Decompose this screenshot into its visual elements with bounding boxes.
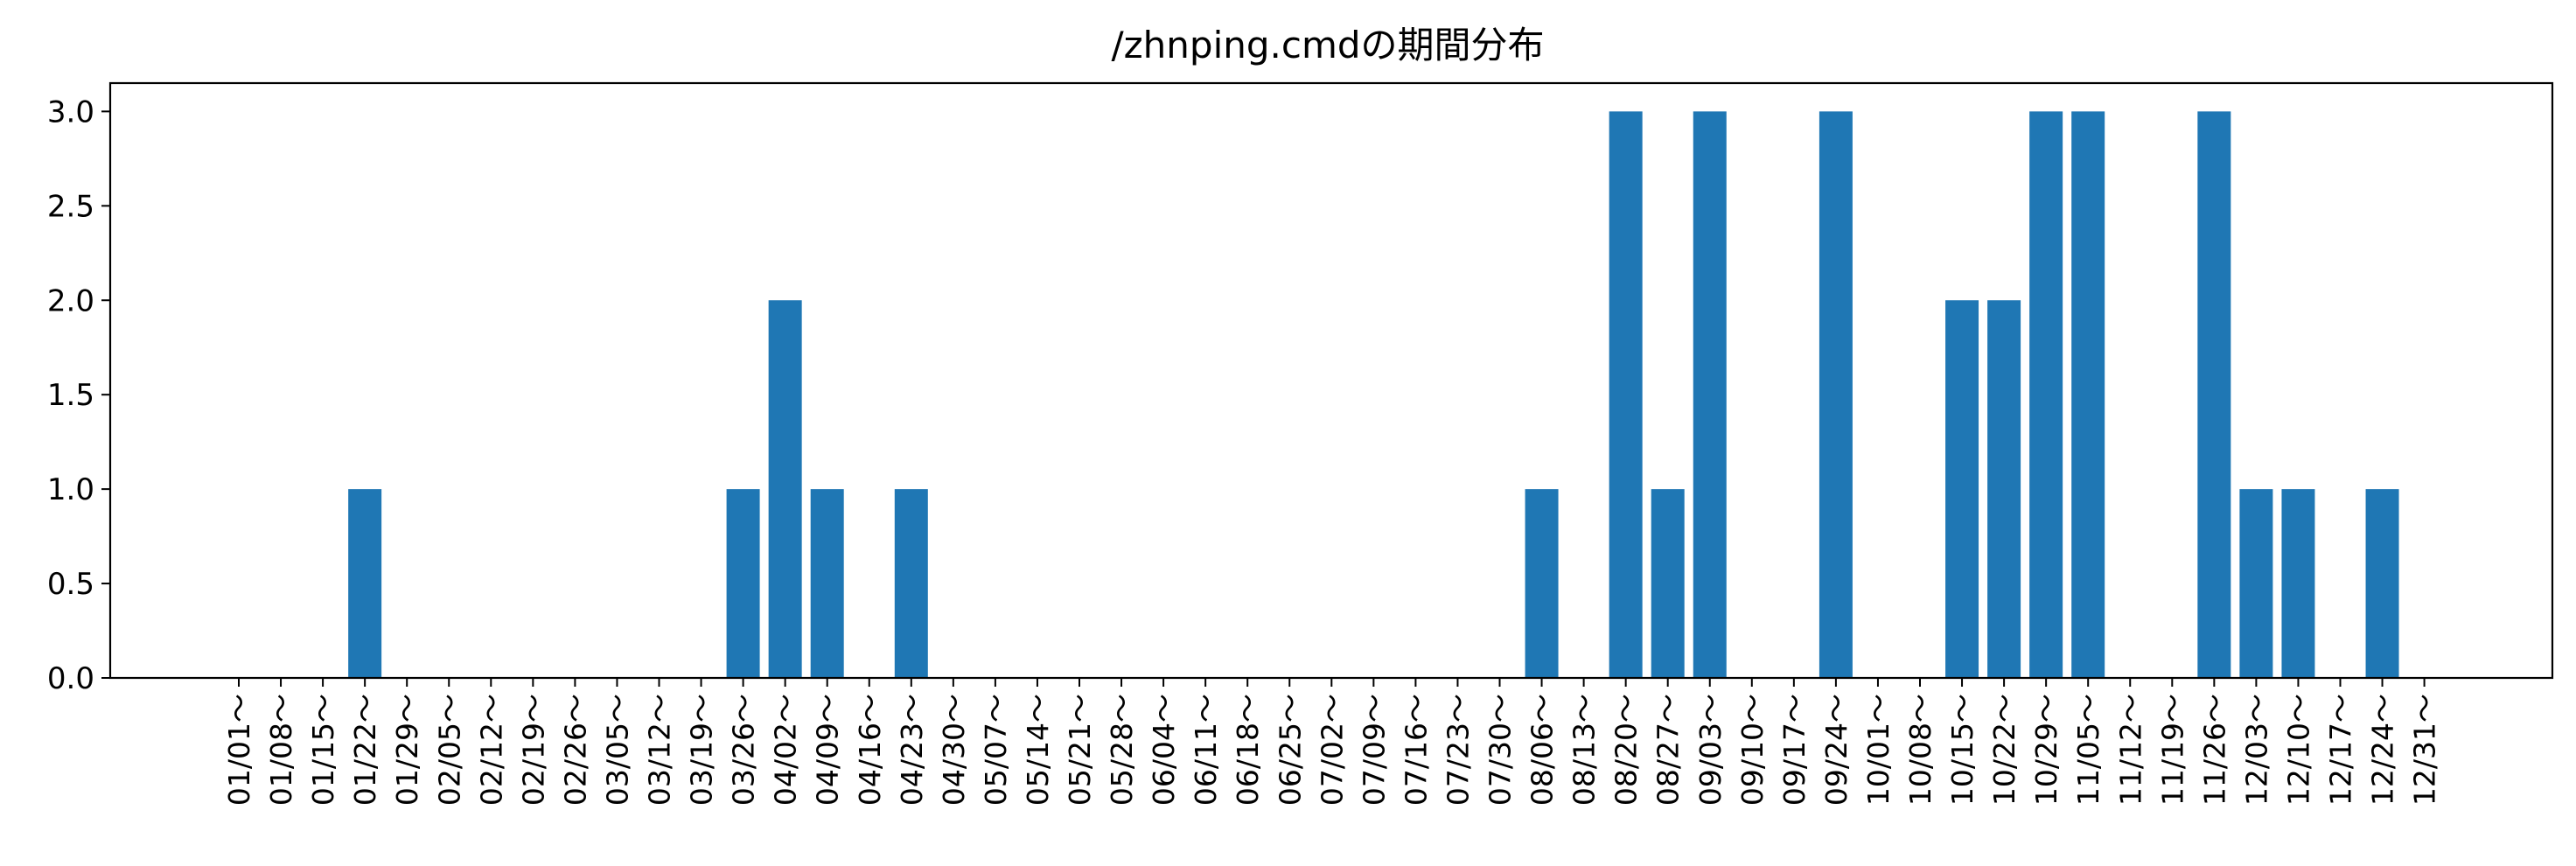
y-tick-label: 2.5 xyxy=(47,189,94,224)
x-tick-label: 08/13～ xyxy=(1567,694,1602,806)
x-tick-label: 04/02～ xyxy=(769,694,803,806)
x-tick-label: 05/21～ xyxy=(1063,694,1097,806)
bar-11/26～ xyxy=(2197,111,2231,678)
x-tick-label: 01/22～ xyxy=(348,694,382,806)
x-tick-label: 03/05～ xyxy=(600,694,634,806)
x-tick-label: 07/02～ xyxy=(1315,694,1349,806)
x-tick-label: 01/15～ xyxy=(306,694,340,806)
x-tick-label: 11/12～ xyxy=(2113,694,2147,806)
x-tick-label: 02/12～ xyxy=(474,694,508,806)
chart-title: /zhnping.cmdの期間分布 xyxy=(1111,24,1544,66)
x-tick-label: 12/10～ xyxy=(2281,694,2315,806)
x-tick-label: 01/29～ xyxy=(390,694,424,806)
bar-08/27～ xyxy=(1651,489,1685,678)
x-tick-label: 11/19～ xyxy=(2155,694,2189,806)
x-tick-label: 07/16～ xyxy=(1399,694,1433,806)
x-tick-label: 08/27～ xyxy=(1651,694,1686,806)
x-tick-label: 10/22～ xyxy=(1987,694,2021,806)
x-tick-label: 02/19～ xyxy=(516,694,550,806)
bar-12/24～ xyxy=(2365,489,2399,678)
x-tick-label: 10/15～ xyxy=(1945,694,1979,806)
x-tick-label: 04/30～ xyxy=(937,694,971,806)
bar-03/26～ xyxy=(726,489,760,678)
bar-09/24～ xyxy=(1819,111,1853,678)
x-tick-label: 02/26～ xyxy=(558,694,592,806)
bar-04/09～ xyxy=(810,489,844,678)
x-tick-label: 08/20～ xyxy=(1609,694,1644,806)
x-tick-label: 02/05～ xyxy=(432,694,466,806)
x-tick-label: 09/10～ xyxy=(1735,694,1770,806)
x-tick-label: 09/03～ xyxy=(1693,694,1728,806)
x-tick-label: 05/28～ xyxy=(1105,694,1139,806)
x-tick-label: 06/11～ xyxy=(1189,694,1223,806)
bar-10/29～ xyxy=(2029,111,2063,678)
y-tick-label: 3.0 xyxy=(47,94,94,129)
bar-10/15～ xyxy=(1945,300,1979,678)
bar-04/02～ xyxy=(768,300,802,678)
x-tick-label: 10/01～ xyxy=(1861,694,1895,806)
x-tick-label: 04/23～ xyxy=(895,694,929,806)
y-tick-label: 0.5 xyxy=(47,567,94,602)
bars-group xyxy=(348,111,2399,678)
bar-10/22～ xyxy=(1987,300,2021,678)
bar-11/05～ xyxy=(2071,111,2105,678)
x-tick-label: 03/26～ xyxy=(727,694,761,806)
x-tick-label: 08/06～ xyxy=(1525,694,1560,806)
x-tick-label: 01/01～ xyxy=(222,694,256,806)
x-tick-label: 07/23～ xyxy=(1441,694,1475,806)
bar-12/10～ xyxy=(2281,489,2315,678)
x-axis: 01/01～ 01/08～ 01/15～ 01/22～ 01/29～ 02/05～ 02/1… xyxy=(222,678,2442,806)
x-tick-label: 01/08～ xyxy=(264,694,298,806)
x-tick-label: 10/29～ xyxy=(2029,694,2063,806)
x-tick-label: 06/04～ xyxy=(1147,694,1181,806)
x-tick-label: 12/31～ xyxy=(2408,694,2442,806)
y-tick-label: 1.0 xyxy=(47,472,94,507)
x-tick-label: 09/24～ xyxy=(1819,694,1853,806)
x-tick-label: 03/12～ xyxy=(643,694,677,806)
y-tick-label: 2.0 xyxy=(47,283,94,318)
x-tick-label: 10/08～ xyxy=(1903,694,1937,806)
x-tick-label: 11/26～ xyxy=(2197,694,2231,806)
x-tick-label: 12/24～ xyxy=(2366,694,2400,806)
y-tick-label: 0.0 xyxy=(47,661,94,696)
x-tick-label: 06/25～ xyxy=(1273,694,1307,806)
x-tick-label: 04/09～ xyxy=(811,694,845,806)
bar-09/03～ xyxy=(1693,111,1727,678)
x-tick-label: 03/19～ xyxy=(685,694,719,806)
y-tick-label: 1.5 xyxy=(47,378,94,413)
x-tick-label: 06/18～ xyxy=(1231,694,1265,806)
bar-01/22～ xyxy=(348,489,382,678)
x-tick-label: 05/07～ xyxy=(979,694,1013,806)
x-tick-label: 12/03～ xyxy=(2239,694,2273,806)
y-axis: 0.0 0.5 1.0 1.5 2.0 2.5 3.0 xyxy=(47,94,110,696)
x-tick-label: 07/30～ xyxy=(1483,694,1518,806)
x-tick-label: 12/17～ xyxy=(2324,694,2358,806)
bar-08/20～ xyxy=(1609,111,1643,678)
plot-area-frame xyxy=(108,81,2554,680)
bar-08/06～ xyxy=(1525,489,1559,678)
x-tick-label: 07/09～ xyxy=(1357,694,1391,806)
x-tick-label: 09/17～ xyxy=(1777,694,1812,806)
x-tick-label: 11/05～ xyxy=(2071,694,2105,806)
x-tick-label: 05/14～ xyxy=(1021,694,1055,806)
bar-12/03～ xyxy=(2239,489,2273,678)
x-tick-label: 04/16～ xyxy=(853,694,887,806)
bar-04/23～ xyxy=(894,489,928,678)
